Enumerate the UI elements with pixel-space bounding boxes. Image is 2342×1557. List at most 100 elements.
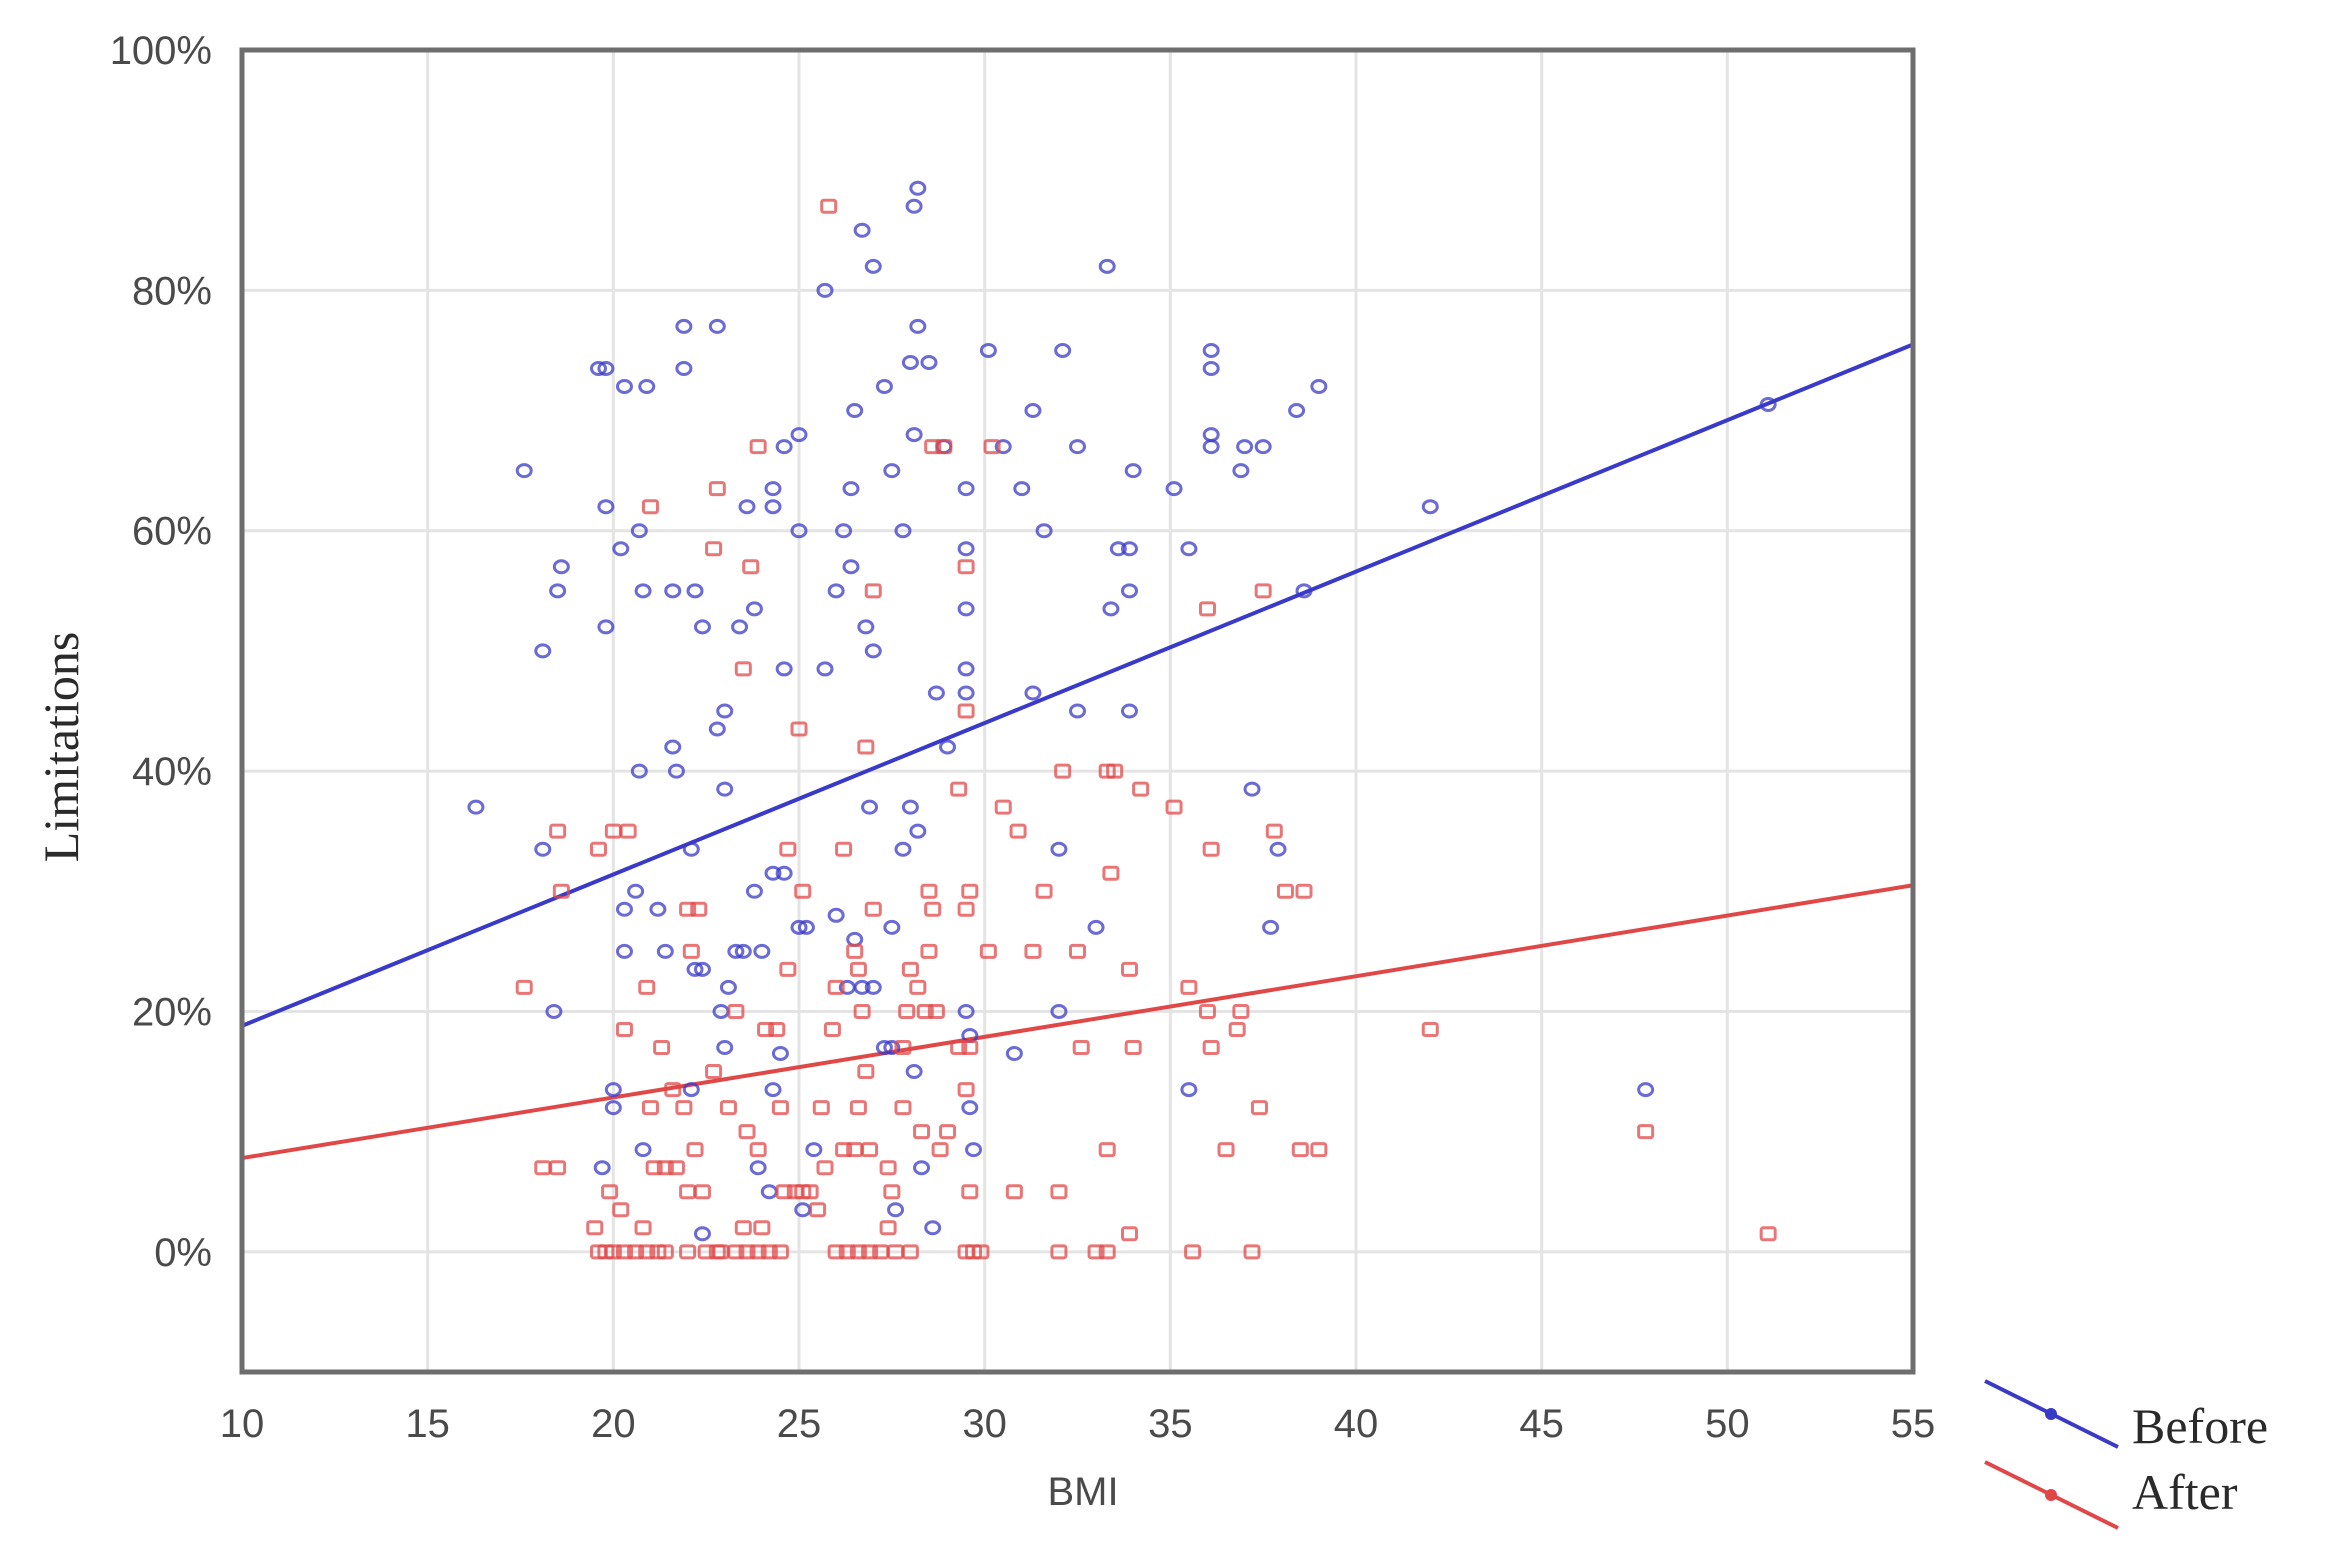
point-after: [801, 1184, 819, 1200]
point-before: [1637, 1082, 1655, 1098]
point-before: [905, 198, 923, 214]
point-after: [727, 1003, 745, 1019]
point-after: [1198, 1003, 1216, 1019]
point-after: [961, 1040, 979, 1056]
point-after: [1054, 763, 1072, 779]
point-after: [879, 1220, 897, 1236]
point-after: [939, 1124, 957, 1140]
point-after: [749, 1142, 767, 1158]
point-before: [727, 943, 745, 959]
point-after: [1254, 583, 1272, 599]
point-after: [1243, 1244, 1261, 1260]
point-after: [1198, 601, 1216, 617]
point-after: [816, 1160, 834, 1176]
point-after: [627, 1244, 645, 1260]
plot-frame: [239, 47, 1916, 1375]
point-after: [779, 841, 797, 857]
point-after: [779, 961, 797, 977]
x-tick-label: 55: [1891, 1402, 1936, 1446]
point-before: [604, 1100, 622, 1116]
trend-lines: [241, 342, 1914, 1161]
point-before: [593, 1160, 611, 1176]
point-before: [883, 919, 901, 935]
point-after: [1180, 979, 1198, 995]
point-before: [797, 919, 815, 935]
point-after: [682, 943, 700, 959]
point-before: [467, 799, 485, 815]
point-before: [764, 499, 782, 515]
point-before: [693, 961, 711, 977]
point-after: [924, 901, 942, 917]
x-tick-label: 25: [777, 1402, 822, 1446]
point-after: [909, 979, 927, 995]
point-after: [820, 198, 838, 214]
point-before: [905, 1064, 923, 1080]
point-after: [641, 499, 659, 515]
x-tick-label: 15: [405, 1402, 450, 1446]
point-before: [656, 943, 674, 959]
point-before: [909, 823, 927, 839]
point-before: [957, 601, 975, 617]
y-tick-labels: 0% 20% 40% 60% 80% 100%: [110, 29, 212, 1275]
point-before: [1254, 439, 1272, 455]
point-after: [708, 481, 726, 497]
legend-item-after: After: [1984, 1460, 2238, 1530]
point-after: [1005, 1184, 1023, 1200]
point-after: [849, 961, 867, 977]
point-before: [1013, 481, 1031, 497]
point-before: [961, 1100, 979, 1116]
point-after: [1069, 943, 1086, 959]
point-after: [1050, 1184, 1068, 1200]
point-before: [664, 739, 682, 755]
point-before: [630, 763, 648, 779]
point-before: [719, 979, 737, 995]
point-before: [1035, 523, 1053, 539]
point-before: [708, 318, 726, 334]
point-after: [619, 823, 637, 839]
point-after: [742, 559, 760, 575]
point-before: [842, 481, 860, 497]
point-after: [1250, 1100, 1268, 1116]
legend-item-before: Before: [1984, 1379, 2268, 1454]
legend-marker-after: [2045, 1489, 2057, 1501]
point-before: [1202, 342, 1220, 358]
point-after: [950, 1040, 968, 1056]
point-before: [534, 841, 552, 857]
point-before: [957, 661, 975, 677]
point-before: [667, 763, 685, 779]
point-before: [846, 403, 864, 419]
point-after: [835, 1142, 853, 1158]
point-after: [827, 979, 845, 995]
point-after: [927, 1003, 945, 1019]
point-before: [775, 439, 793, 455]
point-before: [515, 463, 533, 479]
point-after: [727, 1244, 745, 1260]
point-before: [1310, 379, 1328, 395]
point-after: [857, 1064, 875, 1080]
point-before: [1202, 439, 1220, 455]
point-before: [604, 1082, 622, 1098]
point-before: [909, 180, 927, 196]
point-after: [705, 541, 723, 557]
point-after: [693, 1184, 711, 1200]
point-after: [664, 1082, 682, 1098]
point-before: [638, 379, 656, 395]
point-after: [690, 901, 708, 917]
point-before: [994, 439, 1012, 455]
point-before: [1759, 397, 1777, 413]
point-after: [1295, 883, 1313, 899]
point-after: [638, 1244, 656, 1260]
point-before: [612, 541, 630, 557]
point-before: [920, 354, 938, 370]
point-after: [1024, 943, 1042, 959]
point-after: [1265, 823, 1283, 839]
point-after: [849, 1244, 867, 1260]
point-before: [693, 1226, 711, 1242]
point-after: [1291, 1142, 1309, 1158]
point-after: [1184, 1244, 1202, 1260]
point-after: [634, 1220, 652, 1236]
point-after: [1759, 1226, 1777, 1242]
point-before: [749, 1160, 767, 1176]
x-tick-label: 35: [1148, 1402, 1193, 1446]
point-after: [924, 439, 942, 455]
